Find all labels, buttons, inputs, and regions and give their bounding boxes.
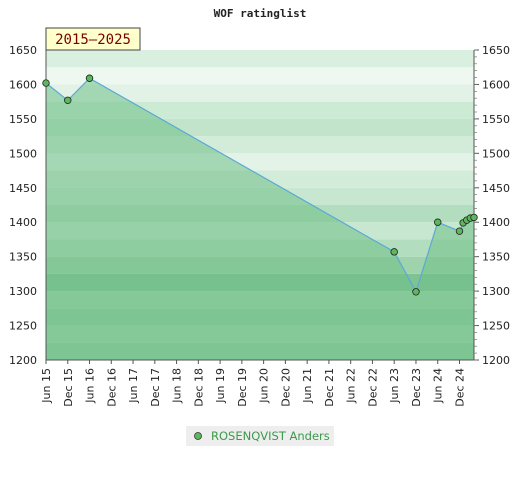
x-tick-label: Dec 19 (236, 368, 249, 407)
legend-marker (194, 432, 202, 440)
y-tick-label-right: 1650 (482, 44, 510, 57)
x-tick-label: Jun 23 (388, 368, 401, 404)
data-points (42, 74, 478, 296)
data-point-2015-12 (64, 96, 72, 104)
data-point-2024-12 (455, 227, 464, 235)
y-tick-label-right: 1350 (482, 251, 510, 264)
x-tick-label: Dec 18 (192, 368, 205, 407)
x-tick-label: Dec 16 (105, 368, 118, 407)
x-axis: Jun 15 Dec 15 Jun 16 Dec 16 Jun 17 Dec 17 Jun … (40, 360, 466, 407)
chart-title: WOF ratinglist (214, 7, 307, 20)
x-tick-label: Dec 17 (149, 368, 162, 407)
band-1600 (46, 67, 474, 85)
y-tick-label-right: 1400 (482, 216, 510, 229)
x-tick-label: Jun 22 (345, 368, 358, 404)
y-tick-label-right: 1550 (482, 113, 510, 126)
y-tick-label-left: 1400 (9, 216, 37, 229)
x-tick-label: Jun 18 (171, 368, 184, 404)
axes (45, 50, 475, 361)
data-point-2025-04 (470, 213, 478, 222)
x-tick-label: Jun 24 (432, 368, 445, 404)
data-point-2023-12 (412, 288, 420, 296)
data-point-2024-06 (434, 218, 442, 226)
area-fill (46, 78, 474, 360)
y-tick-label-left: 1550 (9, 113, 37, 126)
period-badge-box (45, 27, 141, 51)
band-1575 (46, 84, 474, 102)
y-tick-label-left: 1300 (9, 285, 37, 298)
x-tick-label: Jun 21 (301, 368, 314, 404)
y-tick-label-left: 1250 (9, 320, 37, 333)
x-tick-label: Dec 22 (366, 368, 379, 407)
y-tick-label-right: 1200 (482, 354, 510, 367)
period-badge-text: 2015–2025 (55, 32, 131, 48)
x-tick-label: Jun 19 (214, 368, 227, 404)
y-tick-label-left: 1650 (9, 44, 37, 57)
x-tick-label: Jun 20 (258, 368, 271, 404)
x-tick-label: Jun 17 (127, 368, 140, 404)
period-badge: 2015–2025 (45, 27, 141, 51)
y-tick-label-left: 1600 (9, 78, 37, 91)
x-tick-label: Jun 16 (84, 368, 97, 404)
y-axis-right: 1200 1250 1300 1350 1400 1450 1500 1550 1600 1650 (474, 44, 510, 367)
band-1625 (46, 50, 474, 68)
x-tick-label: Jun 15 (40, 368, 53, 404)
x-tick-label: Dec 24 (453, 368, 466, 407)
y-tick-label-right: 1500 (482, 147, 510, 160)
y-tick-label-left: 1350 (9, 251, 37, 264)
x-tick-label: Dec 23 (410, 368, 423, 407)
data-point-2015-06 (42, 79, 50, 87)
x-tick-label: Dec 21 (323, 368, 336, 407)
y-tick-label-right: 1600 (482, 78, 510, 91)
x-tick-label: Dec 20 (279, 368, 292, 407)
y-tick-label-right: 1300 (482, 285, 510, 298)
x-tick-label: Dec 15 (62, 368, 75, 407)
data-point-2023-06 (390, 248, 398, 256)
y-tick-label-right: 1450 (482, 182, 510, 195)
legend[interactable]: ROSENQVIST Anders (186, 426, 334, 446)
y-tick-label-right: 1250 (482, 320, 510, 333)
data-point-2016-06 (85, 74, 94, 82)
y-axis-left: 1200 1250 1300 1350 1400 1450 1500 1550 1600 1650 (9, 44, 37, 367)
y-tick-label-left: 1450 (9, 182, 37, 195)
legend-box (186, 426, 334, 446)
y-tick-label-left: 1500 (9, 147, 37, 160)
legend-label: ROSENQVIST Anders (211, 429, 330, 443)
y-tick-label-left: 1200 (9, 354, 37, 367)
